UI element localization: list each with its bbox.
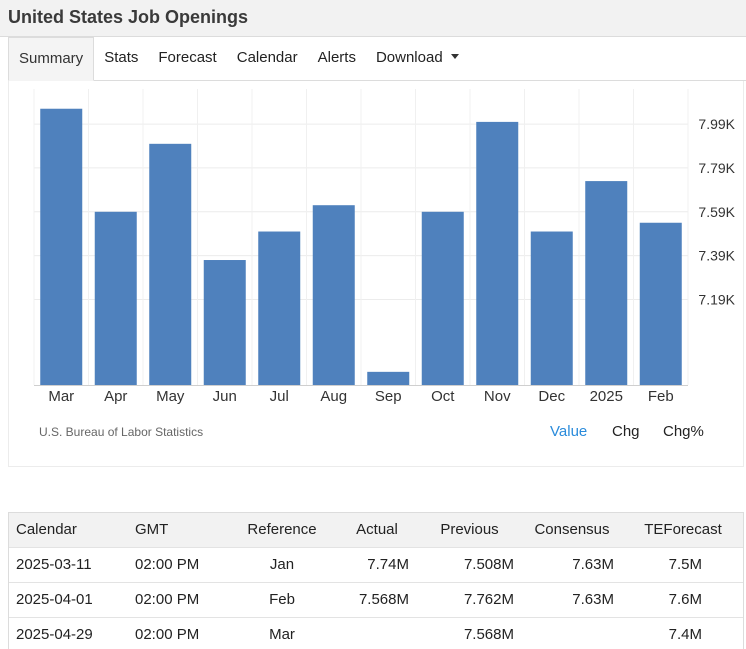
chart-panel: Mar Apr May Jun Jul Aug Sep Oct Nov Dec 2025 Feb 7.1… (8, 81, 744, 467)
caret-down-icon (450, 53, 459, 59)
table-header-row: Calendar GMT Reference Actual Previous C… (8, 512, 744, 547)
bar (367, 371, 410, 385)
col-calendar: Calendar (8, 512, 127, 547)
bar (203, 260, 246, 385)
x-tick-label: Aug (320, 388, 347, 405)
cell-consensus: 7.63M (522, 581, 622, 617)
x-tick-label: Sep (375, 388, 402, 405)
x-tick-label: Nov (484, 388, 511, 405)
x-tick-label: Feb (648, 388, 674, 405)
tab-summary[interactable]: Summary (8, 37, 95, 81)
bar (40, 108, 83, 385)
bar (639, 222, 682, 385)
cell-consensus (522, 616, 622, 649)
toggle-chg-percent[interactable]: Chg% (663, 423, 704, 440)
y-tick-label: 7.19K (698, 291, 735, 307)
toggle-chg[interactable]: Chg (612, 423, 640, 440)
x-tick-label: Oct (431, 388, 455, 405)
cell-actual (337, 616, 417, 649)
cell-previous: 7.568M (417, 616, 522, 649)
x-tick-label: Mar (48, 388, 74, 405)
bar-chart: Mar Apr May Jun Jul Aug Sep Oct Nov Dec 2025 Feb 7.1… (33, 89, 736, 405)
title-bar: United States Job Openings (0, 0, 746, 37)
x-tick-label: Dec (538, 388, 565, 405)
col-actual: Actual (337, 512, 417, 547)
bar (530, 231, 573, 385)
col-gmt: GMT (127, 512, 227, 547)
bar (258, 231, 301, 385)
table-row[interactable]: 2025-03-11 02:00 PM Jan 7.74M 7.508M 7.6… (8, 546, 744, 582)
col-reference: Reference (227, 512, 337, 547)
cell-actual: 7.74M (337, 546, 417, 582)
cell-teforecast: 7.5M (622, 546, 744, 582)
x-tick-label: May (156, 388, 185, 405)
tab-calendar[interactable]: Calendar (236, 49, 298, 66)
cell-previous: 7.508M (417, 546, 522, 582)
tab-bar: Summary Stats Forecast Calendar Alerts D… (8, 37, 746, 81)
x-tick-label: Apr (104, 388, 127, 405)
col-teforecast: TEForecast (622, 512, 744, 547)
cell-teforecast: 7.6M (622, 581, 744, 617)
cell-actual: 7.568M (337, 581, 417, 617)
bar (585, 181, 628, 385)
x-tick-label: Jun (213, 388, 237, 405)
y-tick-label: 7.39K (698, 248, 735, 264)
cell-gmt: 02:00 PM (127, 581, 227, 617)
tab-download[interactable]: Download (366, 37, 469, 81)
cell-previous: 7.762M (417, 581, 522, 617)
cell-reference: Mar (227, 616, 337, 649)
table-row[interactable]: 2025-04-01 02:00 PM Feb 7.568M 7.762M 7.… (8, 581, 744, 617)
cell-reference: Feb (227, 581, 337, 617)
bar (94, 211, 137, 385)
cell-teforecast: 7.4M (622, 616, 744, 649)
bar (421, 211, 464, 385)
cell-date: 2025-03-11 (8, 546, 127, 582)
cell-consensus: 7.63M (522, 546, 622, 582)
tab-download-label: Download (375, 49, 443, 66)
x-tick-label: Jul (270, 388, 289, 405)
page-title: United States Job Openings (8, 7, 249, 27)
cell-gmt: 02:00 PM (127, 546, 227, 582)
cell-reference: Jan (227, 546, 337, 582)
toggle-value[interactable]: Value (550, 423, 588, 440)
tab-forecast[interactable]: Forecast (158, 49, 217, 66)
table-row[interactable]: 2025-04-29 02:00 PM Mar 7.568M 7.4M (8, 616, 744, 649)
col-consensus: Consensus (522, 512, 622, 547)
x-tick-label: 2025 (590, 388, 623, 405)
bar (476, 121, 519, 385)
chart-source: U.S. Bureau of Labor Statistics (39, 425, 204, 439)
y-tick-label: 7.99K (698, 116, 735, 132)
tab-stats[interactable]: Stats (104, 49, 139, 66)
calendar-table: Calendar GMT Reference Actual Previous C… (8, 512, 744, 649)
tab-alerts[interactable]: Alerts (317, 49, 356, 66)
cell-date: 2025-04-29 (8, 616, 127, 649)
bar (149, 143, 192, 385)
cell-date: 2025-04-01 (8, 581, 127, 617)
y-tick-label: 7.79K (698, 160, 735, 176)
y-tick-label: 7.59K (698, 204, 735, 220)
bar (312, 205, 355, 385)
cell-gmt: 02:00 PM (127, 616, 227, 649)
col-previous: Previous (417, 512, 522, 547)
